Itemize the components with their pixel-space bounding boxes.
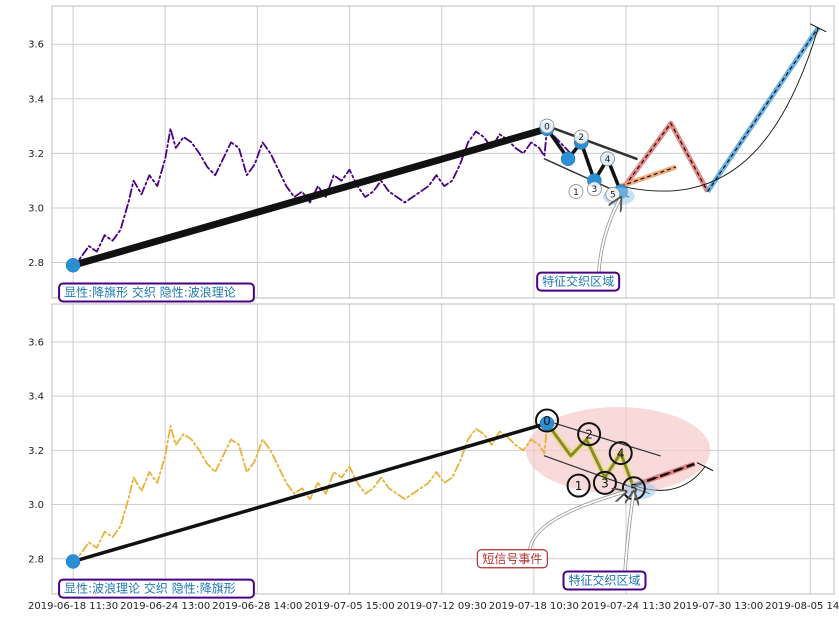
- x-tick-label: 2019-06-28 14:00: [212, 601, 302, 612]
- wave-label-circle: [535, 408, 560, 433]
- y-tick-label: 3.6: [28, 337, 44, 348]
- wave-label-text: 3: [592, 185, 598, 195]
- y-tick-label: 3.6: [28, 40, 44, 51]
- annotation-box: [562, 570, 647, 591]
- annotation-text: 短信号事件: [482, 552, 542, 566]
- x-tick-label: 2019-08-05 14:00: [765, 601, 839, 612]
- y-tick-label: 3.2: [28, 446, 44, 457]
- x-tick-label: 2019-06-18 11:30: [28, 601, 118, 612]
- marker-point: [560, 151, 576, 167]
- annotation-text: 特征交织区域: [568, 572, 640, 587]
- annotation-box: [476, 549, 548, 569]
- marker-point: [65, 258, 81, 273]
- annotation-arrow: [597, 198, 621, 273]
- wave-label-circle: [577, 422, 602, 447]
- plot-area: [52, 304, 834, 594]
- annotation-text: 特征交织区域: [542, 274, 614, 289]
- wave-label-text: 3: [601, 476, 609, 490]
- x-tick-label: 2019-07-18 10:30: [489, 601, 579, 612]
- x-tick-label: 2019-07-05 15:00: [304, 601, 394, 612]
- wave-label-text: 2: [578, 133, 584, 143]
- annotation-arrow: [624, 492, 634, 572]
- series-arc: [620, 27, 819, 192]
- wave-label-circle: [568, 184, 584, 199]
- plot-area: [52, 6, 834, 298]
- y-tick-label: 3.4: [28, 94, 44, 105]
- wave-label-circle: [586, 181, 602, 197]
- arc-end-cap: [809, 23, 827, 33]
- plot-frame: [51, 303, 835, 595]
- arc-end-cap: [696, 462, 714, 472]
- series-projection-bold-dash: [633, 462, 695, 487]
- series-wave-line: [545, 421, 636, 490]
- annotation-box: [536, 271, 621, 292]
- wave-label-text: 2: [585, 428, 593, 442]
- series-flag-pole: [69, 125, 551, 269]
- y-tick-label: 2.8: [28, 554, 44, 565]
- annotation-box: [58, 578, 255, 599]
- y-tick-label: 3.2: [28, 149, 44, 160]
- wave-label-text: 1: [573, 188, 579, 198]
- y-tick-label: 3.0: [28, 203, 44, 214]
- annotation-text: 显性:波浪理论 交织 隐性:降旗形: [64, 581, 236, 596]
- wave-label-circle: [608, 441, 633, 466]
- x-tick-label: 2019-07-12 09:30: [397, 601, 487, 612]
- wave-label-text: 5: [610, 190, 616, 200]
- marker-point: [539, 416, 555, 431]
- series-projection-blue-dash: [707, 27, 819, 192]
- x-tick-label: 2019-07-24 11:30: [581, 601, 671, 612]
- series-flag-channel-upper: [553, 127, 638, 161]
- x-tick-label: 2019-06-24 13:00: [120, 601, 210, 612]
- series-projection-orange-dash: [620, 166, 677, 187]
- annotation-box: [58, 282, 255, 303]
- wave-label-text: 0: [544, 122, 550, 132]
- annotation-arrow: [528, 492, 626, 550]
- wave-label-circle: [566, 473, 591, 498]
- y-tick-label: 2.8: [28, 258, 44, 269]
- y-tick-label: 3.4: [28, 392, 44, 403]
- wave-label-circle: [573, 129, 589, 145]
- wave-label-circle: [592, 470, 617, 495]
- wave-label-text: 4: [617, 447, 625, 461]
- wave-label-text: 4: [605, 155, 611, 165]
- series-flag-pole: [71, 421, 549, 564]
- marker-point: [65, 554, 81, 569]
- wave-label-circle: [600, 151, 615, 167]
- plot-frame: [51, 5, 835, 299]
- wave-label-text: 0: [543, 414, 551, 428]
- series-flag-channel-upper: [554, 422, 661, 457]
- wave-label-text: 5: [630, 482, 638, 496]
- wave-label-text: 1: [575, 479, 583, 493]
- x-tick-label: 2019-07-30 13:00: [673, 601, 763, 612]
- wave-label-circle: [539, 118, 555, 134]
- series-projection-red-dash: [620, 122, 709, 192]
- annotation-text: 显性:降旗形 交织 隐性:波浪理论: [64, 285, 236, 300]
- y-tick-label: 3.0: [28, 500, 44, 511]
- chart-panel-top: 2.8 3.0 3.2 3.4 3.6 0 1 2 3 4 5 显性:降旗形 交织 隐性:波浪理论 特征…: [28, 5, 835, 303]
